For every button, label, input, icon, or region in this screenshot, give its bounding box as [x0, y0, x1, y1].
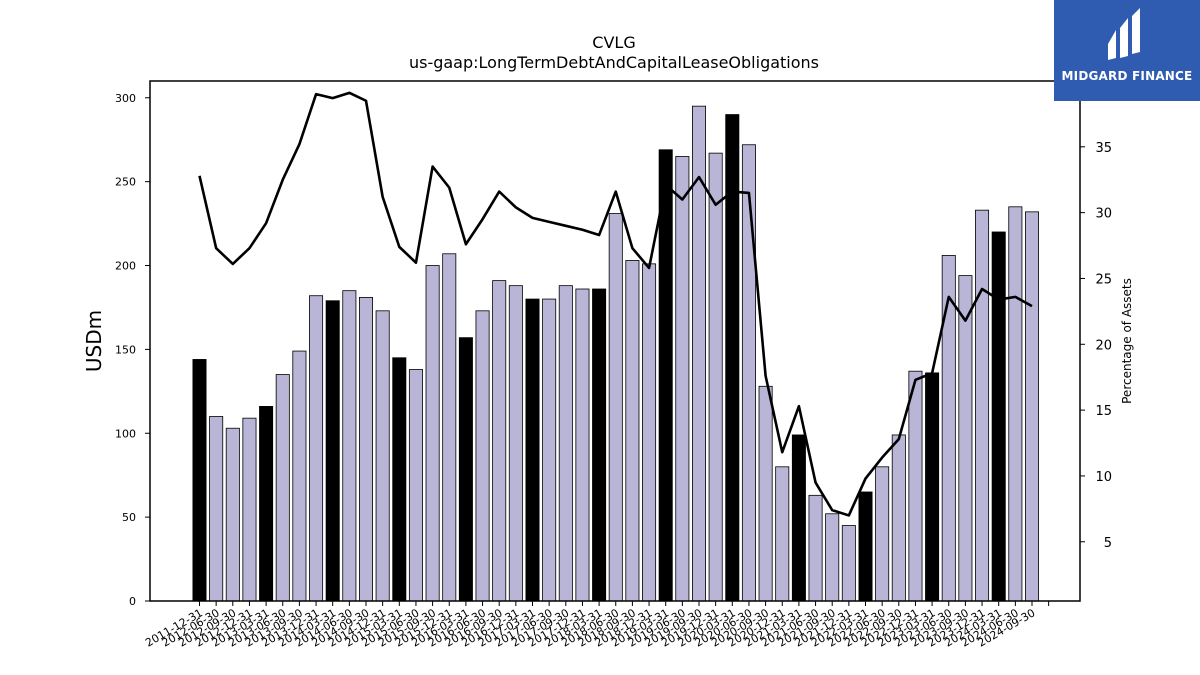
- bar: [891, 434, 906, 602]
- y-tick-label: 200: [115, 260, 136, 273]
- y-axis-label: USDm: [82, 310, 106, 372]
- bar: [192, 359, 207, 602]
- bar: [725, 114, 740, 602]
- bar: [242, 417, 257, 602]
- y-tick-label: 150: [115, 343, 136, 356]
- bar: [1008, 206, 1023, 602]
- bar: [425, 265, 440, 602]
- percentage-line: [198, 91, 1033, 517]
- bar: [858, 491, 873, 602]
- line-series: [198, 91, 1033, 517]
- bar: [508, 285, 523, 602]
- bar: [292, 350, 307, 602]
- bar: [575, 288, 590, 602]
- bar: [209, 416, 224, 602]
- y2-tick-label: 15: [1095, 404, 1112, 419]
- bar: [342, 290, 357, 602]
- bar: [525, 298, 540, 602]
- y-tick-label: 250: [115, 176, 136, 189]
- bar: [558, 285, 573, 602]
- y-tick-label: 100: [115, 427, 136, 440]
- plot-frame: [149, 80, 1081, 602]
- brand-logo: MIDGARD FINANCE: [1054, 0, 1200, 101]
- bar: [375, 310, 390, 602]
- bar: [908, 370, 923, 602]
- bar: [758, 385, 773, 602]
- bar: [692, 105, 707, 602]
- bar: [325, 300, 340, 602]
- y-axis-left: 0 50 100 150 200 250 300: [115, 92, 150, 608]
- y-tick-label: 0: [129, 595, 136, 608]
- y2-tick-label: 25: [1095, 272, 1112, 287]
- bar: [958, 275, 973, 602]
- chart-title: CVLG: [592, 33, 635, 52]
- bar: [975, 209, 990, 602]
- bar: [458, 337, 473, 602]
- bar: [309, 295, 324, 602]
- bar: [392, 357, 407, 602]
- bar: [259, 406, 274, 602]
- bar: [925, 372, 940, 602]
- bar: [625, 260, 640, 602]
- bar: [275, 374, 290, 602]
- bar: [841, 525, 856, 602]
- bar: [642, 263, 657, 602]
- y2-tick-label: 35: [1095, 141, 1112, 156]
- bar: [475, 310, 490, 602]
- y2-tick-label: 5: [1104, 536, 1112, 551]
- bar: [542, 298, 557, 602]
- brand-name: MIDGARD FINANCE: [1061, 69, 1193, 83]
- bar: [741, 144, 756, 602]
- bar: [775, 466, 790, 602]
- bar: [592, 288, 607, 602]
- y-tick-label: 300: [115, 92, 136, 105]
- chart-subtitle: us-gaap:LongTermDebtAndCapitalLeaseOblig…: [409, 53, 819, 72]
- bar: [225, 427, 240, 602]
- bar: [492, 280, 507, 602]
- y2-axis-label: Percentage of Assets: [1120, 278, 1134, 404]
- y2-tick-label: 30: [1095, 207, 1112, 222]
- bar-series: [192, 105, 1040, 602]
- y-axis-right: 5 10 15 20 25 30 35: [1080, 141, 1112, 551]
- bar: [358, 296, 373, 602]
- y2-tick-label: 20: [1095, 338, 1112, 353]
- bar: [791, 434, 806, 602]
- bar: [708, 152, 723, 602]
- bar: [825, 513, 840, 602]
- bar: [608, 213, 623, 602]
- bar: [1025, 211, 1040, 602]
- bar: [808, 494, 823, 602]
- bar: [991, 231, 1006, 602]
- bar: [658, 149, 673, 602]
- midgard-logo-icon: [1108, 8, 1140, 60]
- bar: [875, 466, 890, 602]
- bar: [408, 369, 423, 602]
- y-tick-label: 50: [122, 511, 136, 524]
- x-axis: 2011-12-312012-06-302012-09-302012-12-31…: [143, 601, 1050, 650]
- bar: [442, 253, 457, 602]
- bar: [941, 255, 956, 602]
- bar: [675, 156, 690, 602]
- y2-tick-label: 10: [1095, 470, 1112, 485]
